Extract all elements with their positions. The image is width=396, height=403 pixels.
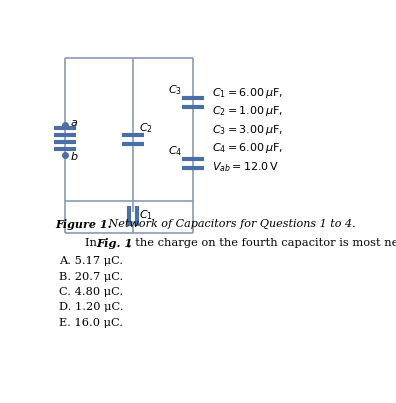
Text: $C_3$: $C_3$ — [168, 83, 182, 97]
Text: D. 1.20 μC.: D. 1.20 μC. — [59, 303, 123, 312]
Text: $C_2 = 1.00\,\mu\mathrm{F},$: $C_2 = 1.00\,\mu\mathrm{F},$ — [212, 104, 284, 118]
Text: $b$: $b$ — [70, 150, 78, 162]
Text: E. 16.0 μC.: E. 16.0 μC. — [59, 318, 123, 328]
Text: $V_{ab} = 12.0\,\mathrm{V}$: $V_{ab} = 12.0\,\mathrm{V}$ — [212, 160, 280, 174]
Text: C. 4.80 μC.: C. 4.80 μC. — [59, 287, 123, 297]
Text: $a$: $a$ — [70, 118, 78, 128]
Text: B. 20.7 μC.: B. 20.7 μC. — [59, 272, 123, 282]
Text: A. 5.17 μC.: A. 5.17 μC. — [59, 256, 123, 266]
Text: $C_2$: $C_2$ — [139, 121, 152, 135]
Text: $C_4$: $C_4$ — [168, 145, 183, 158]
Text: $C_1 = 6.00\,\mu\mathrm{F},$: $C_1 = 6.00\,\mu\mathrm{F},$ — [212, 86, 284, 100]
Text: , the charge on the fourth capacitor is most nearly: , the charge on the fourth capacitor is … — [128, 238, 396, 248]
Text: $C_4 = 6.00\,\mu\mathrm{F},$: $C_4 = 6.00\,\mu\mathrm{F},$ — [212, 141, 284, 156]
Text: In: In — [85, 238, 101, 248]
Text: $C_3 = 3.00\,\mu\mathrm{F},$: $C_3 = 3.00\,\mu\mathrm{F},$ — [212, 123, 284, 137]
Text: $C_1$: $C_1$ — [139, 208, 152, 222]
Text: Network of Capacitors for Questions 1 to 4.: Network of Capacitors for Questions 1 to… — [105, 219, 356, 229]
Text: Figure 1.: Figure 1. — [56, 219, 112, 230]
Text: Fig. 1: Fig. 1 — [96, 238, 132, 249]
